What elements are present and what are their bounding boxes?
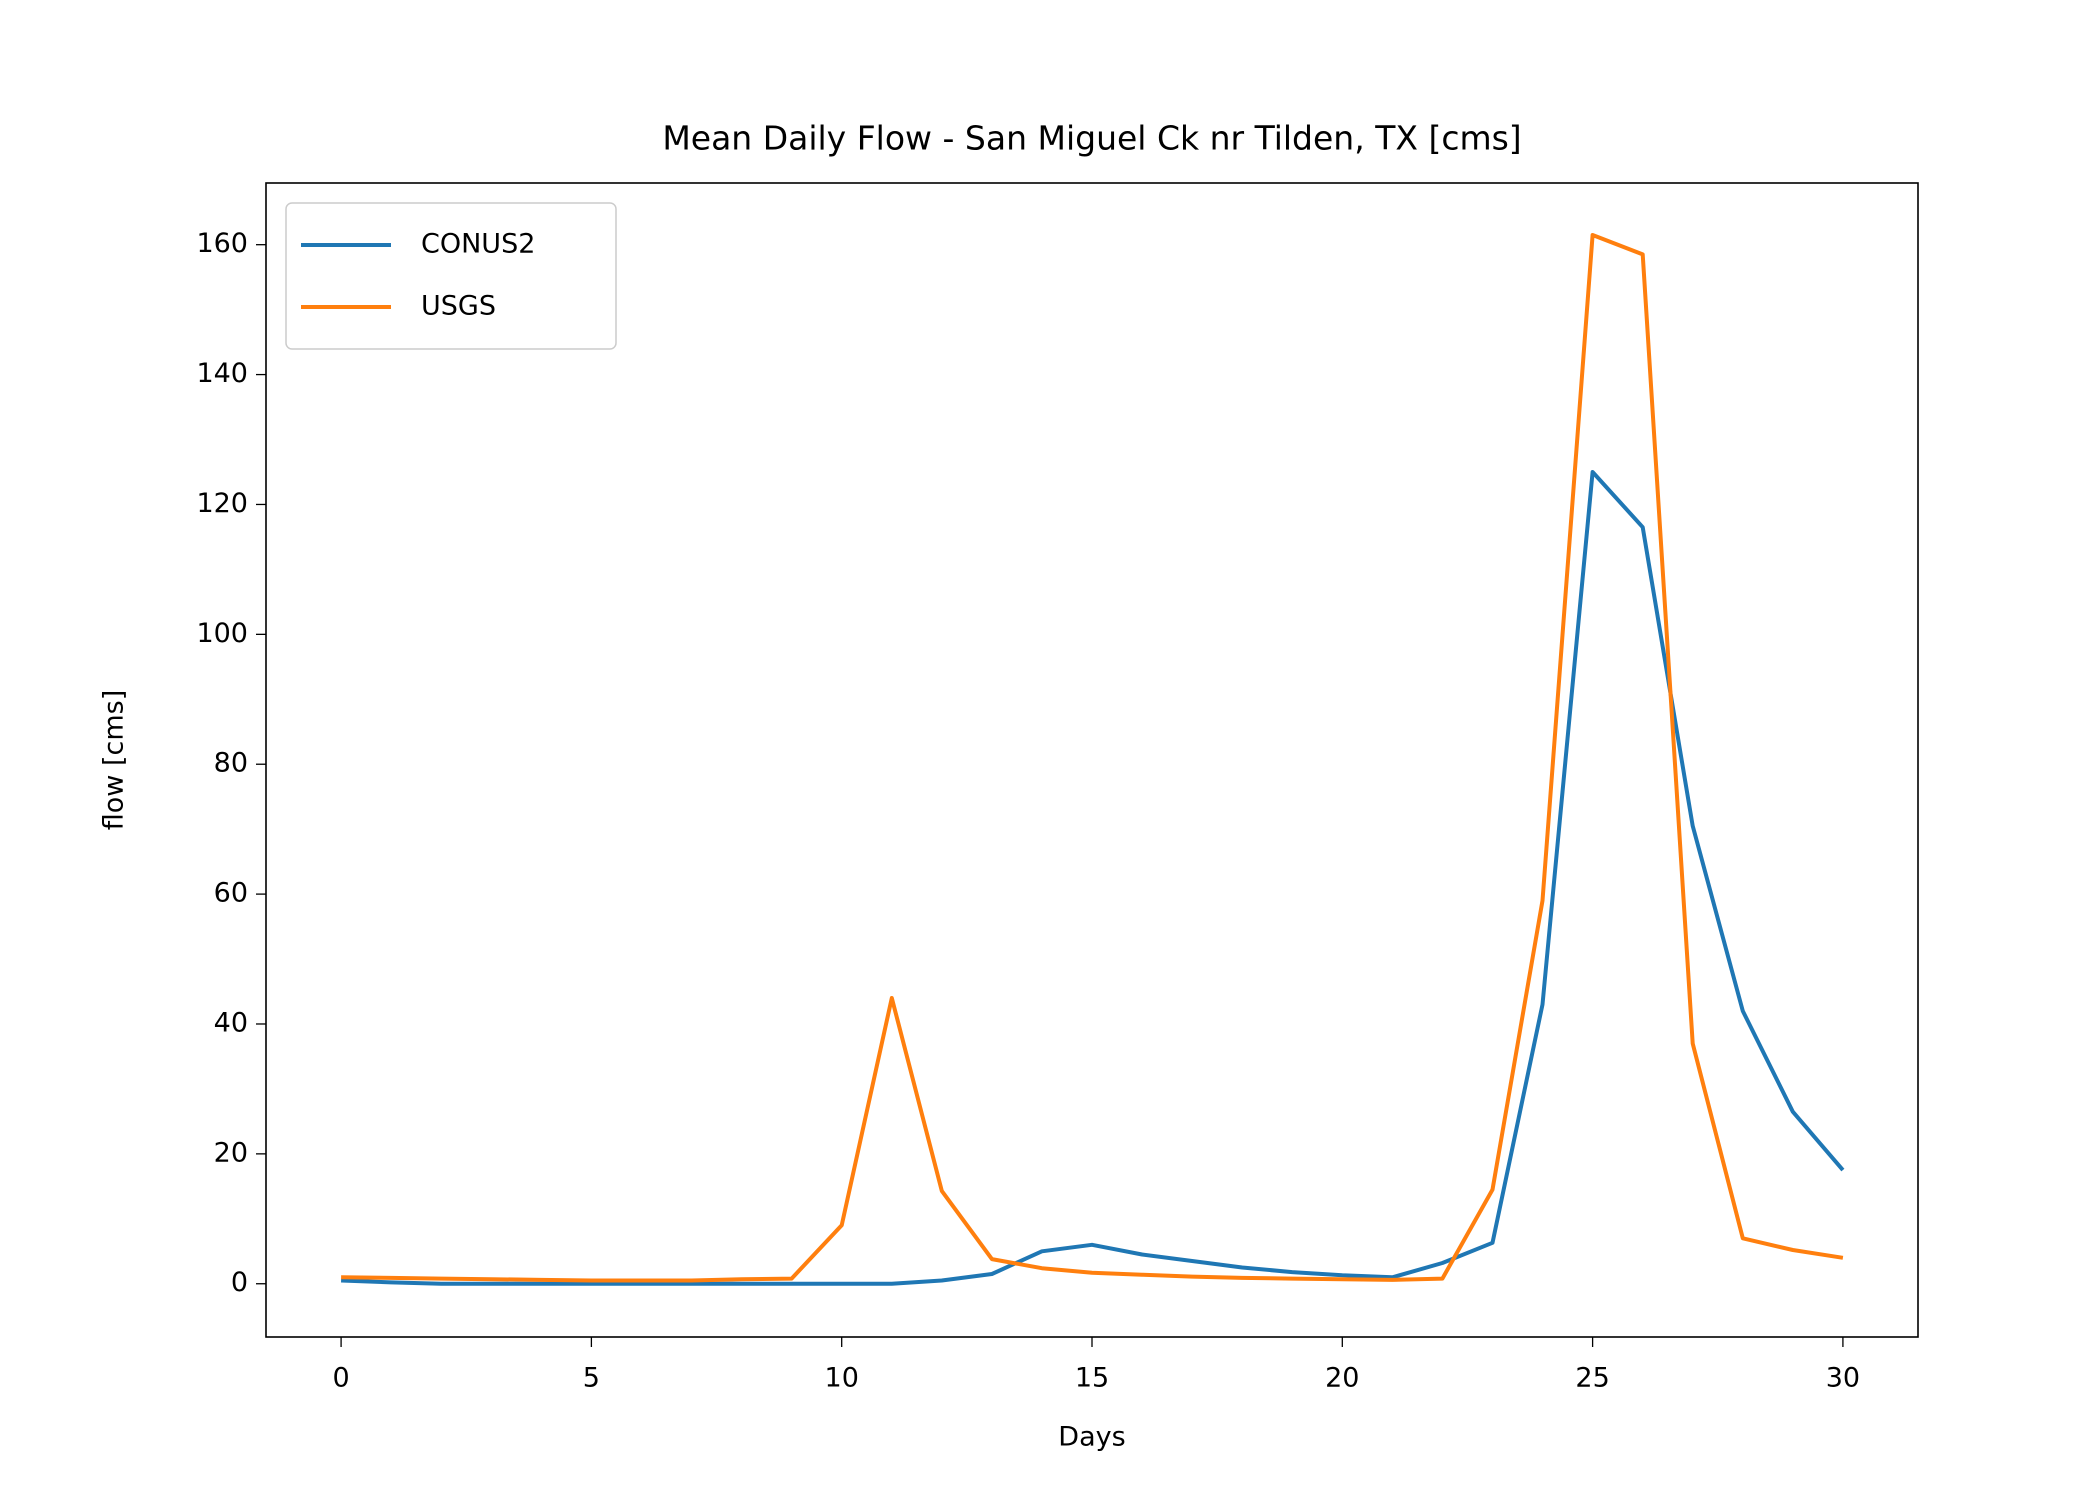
x-tick-label: 5 [583,1363,600,1394]
y-tick-label: 0 [231,1267,248,1298]
legend-label: CONUS2 [421,229,535,260]
legend-box [285,202,617,350]
series-line [341,470,1845,1286]
series-line [341,233,1844,1283]
y-tick-label: 160 [196,228,248,259]
x-tick-label: 10 [825,1363,859,1394]
y-tick-label: 80 [214,748,248,779]
y-tick-label: 140 [196,358,248,389]
x-tick-label: 0 [332,1363,349,1394]
legend-label: USGS [421,291,496,322]
axes-frame [265,182,1919,1338]
x-tick-label: 30 [1826,1363,1860,1394]
y-tick-label: 20 [214,1137,248,1168]
x-tick-label: 15 [1075,1363,1109,1394]
y-tick-label: 100 [196,618,248,649]
chart-title: Mean Daily Flow - San Miguel Ck nr Tilde… [662,119,1521,158]
y-axis-label: flow [cms] [99,690,130,830]
y-tick-label: 40 [214,1007,248,1038]
y-tick-label: 60 [214,878,248,909]
x-tick-label: 25 [1575,1363,1609,1394]
y-tick-label: 120 [196,488,248,519]
x-tick-label: 20 [1325,1363,1359,1394]
x-axis-label: Days [1058,1422,1125,1453]
